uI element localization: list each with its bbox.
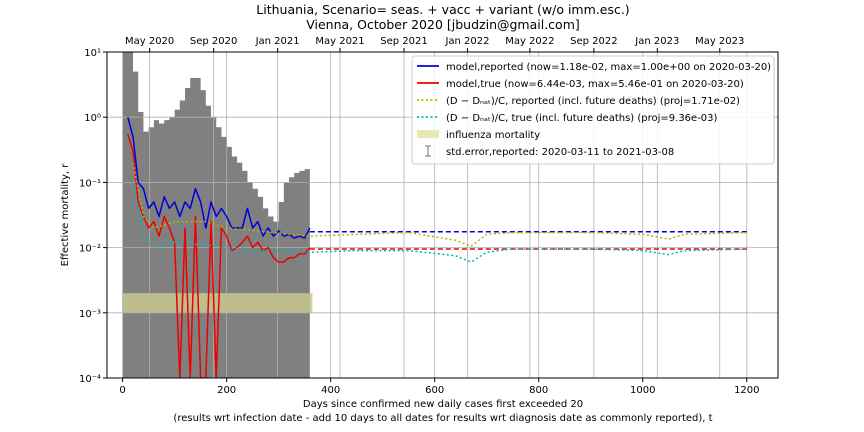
- legend-label: (D − Dₙₐₜ)/C, true (incl. future deaths)…: [446, 113, 718, 124]
- top-tick-label: Sep 2022: [570, 36, 617, 47]
- top-tick-label: May 2021: [315, 36, 364, 47]
- series-line: [132, 182, 747, 263]
- x-tick-label: 400: [321, 385, 340, 396]
- top-tick-label: May 2022: [505, 36, 554, 47]
- top-tick-label: Sep 2020: [190, 36, 237, 47]
- influenza-band: [122, 293, 313, 313]
- x-axis-label-line1: Days since confirmed new daily cases fir…: [303, 399, 583, 410]
- x-tick-label: 1000: [630, 385, 655, 396]
- chart-title-line1: Lithuania, Scenario= seas. + vacc + vari…: [256, 2, 629, 17]
- x-tick-label: 800: [529, 385, 548, 396]
- legend-label: model,reported (now=1.18e-02, max=1.00e+…: [446, 62, 771, 73]
- x-tick-label: 1200: [734, 385, 759, 396]
- y-tick-label: 10⁻²: [79, 244, 101, 255]
- y-tick-label: 10⁻⁴: [79, 374, 101, 385]
- legend-label: (D − Dₙₐₜ)/C, reported (incl. future dea…: [446, 96, 740, 107]
- x-axis-label-line2: (results wrt infection date - add 10 day…: [173, 413, 712, 424]
- legend-label: influenza mortality: [446, 130, 540, 141]
- legend-entry: influenza mortality: [417, 130, 540, 141]
- top-tick-label: Jan 2023: [634, 36, 679, 47]
- legend-entry: (D − Dₙₐₜ)/C, true (incl. future deaths)…: [417, 113, 718, 124]
- x-tick-label: 200: [217, 385, 236, 396]
- y-tick-label: 10⁻³: [79, 309, 101, 320]
- top-tick-label: May 2023: [695, 36, 744, 47]
- top-tick-label: Jan 2022: [444, 36, 489, 47]
- top-tick-label: Sep 2021: [380, 36, 427, 47]
- x-tick-label: 0: [119, 385, 125, 396]
- series-line: [132, 162, 747, 247]
- legend-entry: std.error,reported: 2020-03-11 to 2021-0…: [425, 145, 674, 158]
- top-tick-label: Jan 2021: [255, 36, 300, 47]
- chart-title-line2: Vienna, October 2020 [jbudzin@gmail.com]: [306, 17, 580, 32]
- y-tick-label: 10⁰: [84, 113, 101, 124]
- y-axis-label: Effective mortality, r: [60, 163, 71, 267]
- legend-entry: model,true (now=6.44e-03, max=5.46e-01 o…: [417, 79, 744, 90]
- axes-frame: [106, 51, 779, 379]
- legend-box: [411, 55, 775, 165]
- y-tick-label: 10¹: [84, 48, 101, 59]
- plot-area: 0 200 400 600 800 1000 1200 May 2020 Sep 2020 Jan…: [79, 36, 779, 396]
- legend-label: model,true (now=6.44e-03, max=5.46e-01 o…: [446, 79, 744, 90]
- x-tick-label: 600: [425, 385, 444, 396]
- legend-label: std.error,reported: 2020-03-11 to 2021-0…: [446, 147, 674, 158]
- y-tick-label: 10⁻¹: [79, 178, 101, 189]
- series-line: [127, 117, 311, 239]
- legend-entry: (D − Dₙₐₜ)/C, reported (incl. future dea…: [417, 96, 740, 107]
- series-line: [127, 133, 311, 378]
- top-tick-label: May 2020: [125, 36, 174, 47]
- legend-entry: model,reported (now=1.18e-02, max=1.00e+…: [417, 62, 771, 73]
- legend: model,reported (now=1.18e-02, max=1.00e+…: [411, 55, 775, 165]
- legend-swatch: [417, 130, 439, 138]
